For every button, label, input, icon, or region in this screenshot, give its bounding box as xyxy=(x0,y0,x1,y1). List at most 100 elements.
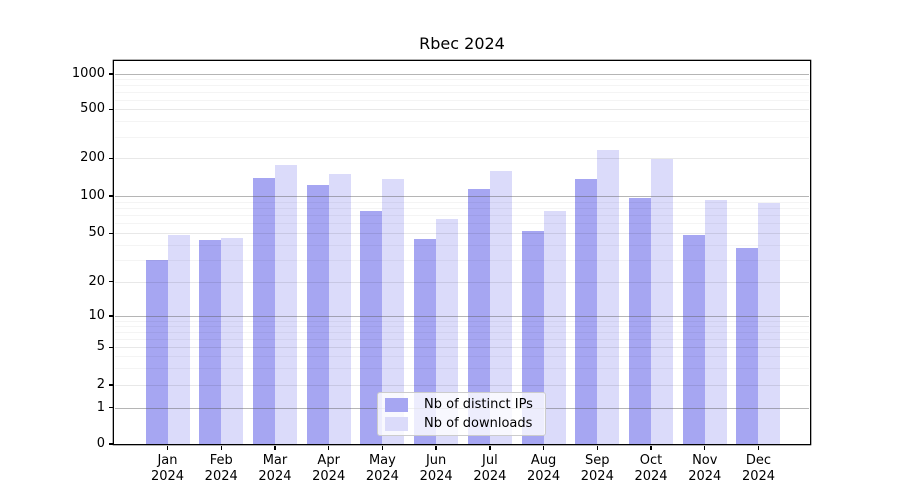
y-tick-label: 50 xyxy=(88,225,105,241)
y-tick-label: 100 xyxy=(80,188,105,203)
gridline xyxy=(115,347,809,349)
bar-distinct-ips xyxy=(306,185,329,444)
bar-distinct-ips xyxy=(629,198,652,444)
gridline xyxy=(115,233,809,235)
gridline-minor xyxy=(115,320,809,322)
legend-label-distinct-ips: Nb of distinct IPs xyxy=(424,396,533,412)
legend-swatch-distinct-ips xyxy=(385,397,408,412)
bar-distinct-ips xyxy=(467,189,490,444)
bar-distinct-ips xyxy=(360,211,383,444)
gridline-minor xyxy=(115,260,809,262)
bar-downloads xyxy=(489,171,512,444)
bar-downloads xyxy=(382,179,405,444)
x-tick-label: Apr 2024 xyxy=(297,453,361,485)
x-tick-year: 2024 xyxy=(741,469,776,484)
x-tick-year: 2024 xyxy=(688,469,722,484)
legend-swatch-downloads xyxy=(385,416,408,431)
y-tick-mark xyxy=(109,315,113,317)
bar-downloads xyxy=(543,211,566,444)
x-tick-label: Jul 2024 xyxy=(458,453,522,485)
y-tick-label: 10 xyxy=(88,308,105,323)
bar-distinct-ips xyxy=(199,240,222,444)
x-tick-label: Mar 2024 xyxy=(243,453,307,485)
x-tick-year: 2024 xyxy=(150,469,185,484)
y-tick-mark xyxy=(109,407,113,409)
y-tick-label: 1 xyxy=(96,399,105,415)
legend-label-downloads: Nb of downloads xyxy=(424,415,533,431)
gridline-minor xyxy=(115,92,809,94)
bar-downloads xyxy=(597,150,620,444)
y-tick-label: 20 xyxy=(88,273,105,289)
x-tick-mark xyxy=(220,445,222,450)
x-tick-mark xyxy=(704,445,706,450)
y-tick-mark xyxy=(109,346,113,348)
x-tick-label: Dec 2024 xyxy=(726,453,790,485)
gridline-minor xyxy=(115,332,809,334)
x-tick-mark xyxy=(381,445,384,450)
y-tick-mark xyxy=(109,108,113,110)
gridline-major xyxy=(115,74,809,75)
gridline-minor xyxy=(115,85,809,87)
x-tick-year: 2024 xyxy=(473,469,507,484)
bar-downloads xyxy=(274,164,297,444)
x-tick-mark xyxy=(757,445,760,450)
x-tick-mark xyxy=(166,445,169,450)
x-tick-year: 2024 xyxy=(204,469,238,484)
gridline-minor xyxy=(115,79,809,81)
x-tick-mark xyxy=(650,445,652,450)
x-tick-mark xyxy=(489,445,491,450)
legend-row-downloads: Nb of downloads xyxy=(385,416,545,432)
x-tick-year: 2024 xyxy=(258,469,292,484)
x-tick-year: 2024 xyxy=(365,469,399,484)
x-tick-mark xyxy=(274,445,276,450)
y-tick-label: 0 xyxy=(96,436,105,451)
bar-distinct-ips xyxy=(575,178,598,444)
x-tick-year: 2024 xyxy=(580,469,614,484)
bar-distinct-ips xyxy=(736,247,759,444)
bar-downloads xyxy=(167,235,190,444)
gridline-minor xyxy=(115,121,809,123)
bar-distinct-ips xyxy=(145,260,168,444)
x-tick-year: 2024 xyxy=(634,469,668,484)
x-tick-label: Jun 2024 xyxy=(404,453,468,485)
bar-downloads xyxy=(328,173,351,444)
gridline-minor xyxy=(115,356,809,358)
y-tick-mark xyxy=(109,443,113,445)
gridline-minor xyxy=(115,215,809,217)
bar-distinct-ips xyxy=(521,231,544,444)
y-tick-label: 500 xyxy=(80,101,105,117)
gridline-minor xyxy=(115,368,809,370)
y-tick-label: 5 xyxy=(96,339,105,355)
legend: Nb of distinct IPs Nb of downloads xyxy=(377,392,546,436)
y-tick-mark xyxy=(109,281,113,283)
gridline-minor xyxy=(115,136,809,138)
y-tick-label: 1000 xyxy=(71,66,105,81)
chart-title: Rbec 2024 xyxy=(419,34,505,53)
gridline xyxy=(115,109,809,111)
y-tick-label: 200 xyxy=(80,150,105,166)
x-tick-mark xyxy=(596,445,598,450)
gridline-minor xyxy=(115,100,809,101)
gridline-minor xyxy=(115,245,809,247)
gridline-minor xyxy=(115,208,809,209)
y-tick-mark xyxy=(109,232,113,234)
legend-row-distinct-ips: Nb of distinct IPs xyxy=(385,397,545,413)
x-tick-label: Sep 2024 xyxy=(565,453,629,485)
y-tick-mark xyxy=(109,384,113,386)
gridline xyxy=(115,158,809,160)
y-tick-mark xyxy=(109,157,113,159)
x-tick-year: 2024 xyxy=(419,469,453,484)
x-tick-mark xyxy=(542,445,545,450)
gridline-major xyxy=(115,196,809,197)
x-tick-label: Feb 2024 xyxy=(189,453,253,485)
gridline-minor xyxy=(115,339,809,341)
bar-downloads xyxy=(758,203,781,444)
x-tick-label: May 2024 xyxy=(350,453,414,485)
bar-distinct-ips xyxy=(252,178,275,444)
x-tick-mark xyxy=(435,445,437,450)
x-tick-year: 2024 xyxy=(527,469,561,484)
y-tick-mark xyxy=(109,195,113,197)
bar-distinct-ips xyxy=(682,235,705,444)
x-tick-year: 2024 xyxy=(312,469,346,484)
bar-downloads xyxy=(221,237,244,444)
